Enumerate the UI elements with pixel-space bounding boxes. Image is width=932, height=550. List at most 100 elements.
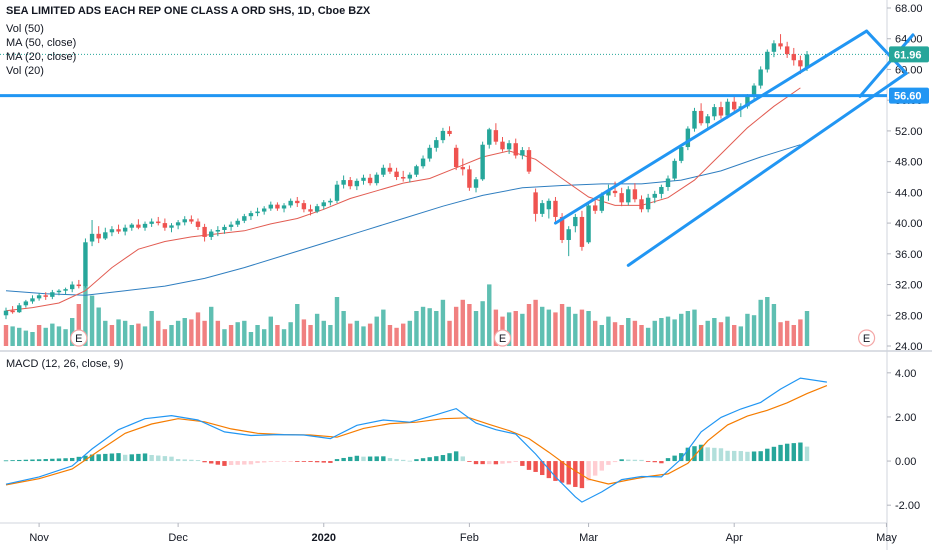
macd-histogram-bar bbox=[70, 457, 75, 462]
volume-bar bbox=[407, 320, 413, 346]
macd-histogram-bar bbox=[453, 451, 459, 462]
earnings-marker[interactable] bbox=[70, 329, 88, 347]
macd-histogram-bar bbox=[665, 458, 671, 462]
volume-bar bbox=[149, 311, 154, 346]
macd-histogram-bar bbox=[122, 454, 128, 462]
macd-histogram-bar bbox=[314, 461, 320, 463]
volume-bar bbox=[420, 306, 426, 346]
earnings-marker[interactable] bbox=[857, 329, 876, 347]
volume-bar bbox=[732, 325, 737, 346]
volume-bar bbox=[202, 320, 207, 346]
channel-cap-line[interactable] bbox=[865, 29, 908, 75]
macd-histogram-bar bbox=[348, 456, 353, 462]
candle-body bbox=[209, 231, 214, 237]
candle-body bbox=[427, 147, 432, 159]
volume-bar bbox=[685, 311, 691, 346]
volume-bar bbox=[612, 322, 618, 346]
volume-bar bbox=[281, 329, 287, 346]
candle-body bbox=[301, 203, 307, 210]
volume-bar bbox=[222, 329, 227, 346]
candle-body bbox=[242, 216, 247, 221]
candle-body bbox=[559, 216, 565, 240]
macd-tick-label: 0.00 bbox=[895, 456, 916, 468]
macd-histogram-bar bbox=[718, 448, 724, 462]
volume-bar bbox=[136, 323, 141, 346]
volume-bar bbox=[460, 299, 465, 346]
volume-bar bbox=[209, 306, 214, 346]
volume-bar bbox=[367, 323, 373, 346]
volume-bar bbox=[540, 306, 545, 346]
macd-histogram-bar bbox=[361, 456, 366, 462]
macd-histogram-bar bbox=[248, 461, 254, 465]
time-tick-label: Dec bbox=[168, 532, 188, 544]
candle-body bbox=[487, 129, 492, 145]
candle-body bbox=[599, 195, 604, 211]
volume-bar bbox=[738, 326, 744, 346]
volume-bar bbox=[235, 322, 240, 346]
earnings-marker[interactable] bbox=[493, 329, 512, 347]
candle-body bbox=[778, 43, 783, 47]
candle-body bbox=[765, 51, 770, 70]
channel-lower-line[interactable] bbox=[626, 71, 908, 267]
candle-body bbox=[606, 190, 611, 196]
volume-bar bbox=[387, 325, 393, 346]
macd-histogram-bar bbox=[798, 442, 803, 462]
macd-histogram-bar bbox=[275, 461, 280, 462]
candle-body bbox=[367, 177, 373, 184]
volume-bar bbox=[261, 329, 267, 346]
macd-histogram-bar bbox=[440, 455, 446, 462]
candle-body bbox=[96, 233, 101, 239]
volume-bar bbox=[718, 322, 724, 346]
macd-histogram-bar bbox=[566, 461, 571, 485]
price-tick-label: 44.00 bbox=[895, 187, 923, 199]
macd-histogram-bar bbox=[288, 461, 293, 462]
macd-histogram-bar bbox=[467, 461, 472, 462]
macd-histogram-bar bbox=[407, 460, 413, 462]
volume-bar bbox=[341, 311, 346, 346]
macd-tick-label: 4.00 bbox=[895, 368, 916, 380]
candle-body bbox=[328, 200, 333, 203]
candle-body bbox=[268, 204, 273, 209]
candle-body bbox=[712, 107, 717, 117]
volume-bar bbox=[520, 313, 525, 346]
candle-body bbox=[354, 180, 360, 187]
volume-bar bbox=[228, 325, 234, 346]
macd-histogram-bar bbox=[414, 459, 419, 462]
candle-body bbox=[546, 200, 552, 210]
volume-bar bbox=[295, 304, 300, 346]
volume-bar bbox=[705, 320, 710, 346]
macd-histogram-bar bbox=[103, 453, 108, 462]
price-tick-label: 68.00 bbox=[895, 3, 923, 15]
price-tick-label: 36.00 bbox=[895, 249, 923, 261]
macd-histogram-bar bbox=[116, 453, 121, 462]
macd-histogram-bar bbox=[156, 455, 161, 462]
price-tick-label: 28.00 bbox=[895, 310, 923, 322]
candle-body bbox=[804, 54, 810, 68]
candle-body bbox=[732, 101, 737, 110]
last-price-tag bbox=[889, 46, 929, 63]
volume-bar bbox=[195, 312, 201, 346]
level-price-tag bbox=[889, 87, 929, 104]
candle-body bbox=[751, 85, 757, 97]
earnings-marker-label: E bbox=[499, 333, 506, 345]
channel-upper-line[interactable] bbox=[553, 29, 869, 225]
candle-body bbox=[500, 141, 505, 150]
macd-histogram-bar bbox=[573, 461, 578, 487]
volume-bar bbox=[804, 311, 810, 346]
legend-ma20: MA (20, close) bbox=[6, 51, 77, 63]
candle-body bbox=[639, 199, 644, 210]
macd-histogram-bar bbox=[321, 461, 326, 463]
breakout-line[interactable] bbox=[858, 33, 915, 98]
macd-legend: MACD (12, 26, close, 9) bbox=[6, 358, 124, 370]
volume-bar bbox=[632, 320, 638, 346]
macd-histogram-bar bbox=[500, 461, 505, 464]
macd-histogram-bar bbox=[434, 456, 439, 462]
macd-histogram-bar bbox=[553, 461, 558, 481]
volume-bar bbox=[43, 327, 48, 346]
volume-bar bbox=[784, 320, 790, 346]
macd-histogram-bar bbox=[599, 461, 604, 471]
macd-histogram-bar bbox=[341, 457, 346, 462]
macd-histogram-bar bbox=[745, 451, 750, 462]
volume-bar bbox=[70, 318, 75, 346]
